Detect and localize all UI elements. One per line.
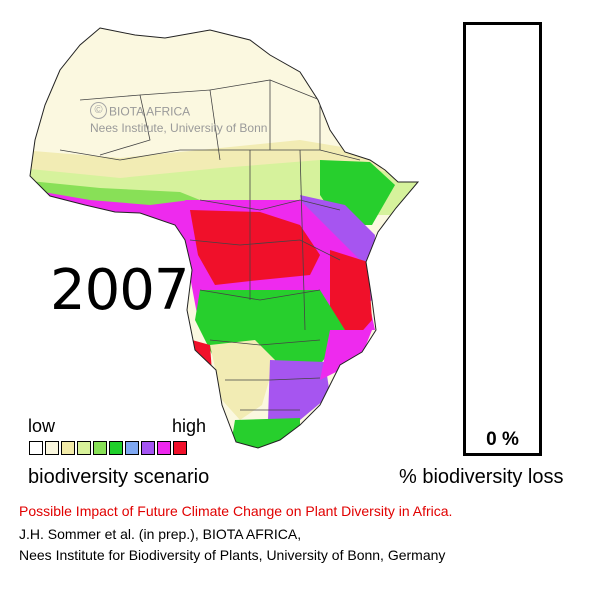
watermark-line1: BIOTA AFRICA xyxy=(109,104,191,119)
copyright-icon: © xyxy=(90,102,107,119)
legend-high-label: high xyxy=(172,416,207,436)
map-zone-central-red xyxy=(190,210,320,285)
legend-swatch-9 xyxy=(157,441,171,455)
credit-line-2: Nees Institute for Biodiversity of Plant… xyxy=(19,547,446,563)
map-zone-east-coast-magenta xyxy=(320,330,372,380)
map-zone-east-coast-red xyxy=(330,250,372,345)
headline: Possible Impact of Future Climate Change… xyxy=(19,503,453,519)
biodiversity-scenario-caption: biodiversity scenario xyxy=(28,466,210,488)
legend-swatch-3 xyxy=(61,441,75,455)
credit-line-1: J.H. Sommer et al. (in prep.), BIOTA AFR… xyxy=(19,526,302,542)
country-borders xyxy=(59,79,361,411)
gauge-value: 0 % xyxy=(486,429,519,450)
year-label: 2007 xyxy=(50,258,190,323)
legend-swatch-7 xyxy=(125,441,139,455)
biodiversity-legend xyxy=(29,441,187,455)
watermark-line2: Nees Institute, University of Bonn xyxy=(90,121,268,135)
legend-swatch-1 xyxy=(29,441,43,455)
legend-swatch-2 xyxy=(45,441,59,455)
biodiversity-loss-gauge: 0 % xyxy=(463,22,542,456)
legend-low-label: low xyxy=(28,416,56,436)
legend-swatch-6 xyxy=(109,441,123,455)
biodiversity-loss-caption: % biodiversity loss xyxy=(399,466,564,488)
legend-swatch-5 xyxy=(93,441,107,455)
legend-swatch-8 xyxy=(141,441,155,455)
map-zone-south-purple xyxy=(268,360,330,420)
legend-swatch-4 xyxy=(77,441,91,455)
map-watermark: © BIOTA AFRICA Nees Institute, University… xyxy=(90,102,268,136)
legend-swatch-10 xyxy=(173,441,187,455)
